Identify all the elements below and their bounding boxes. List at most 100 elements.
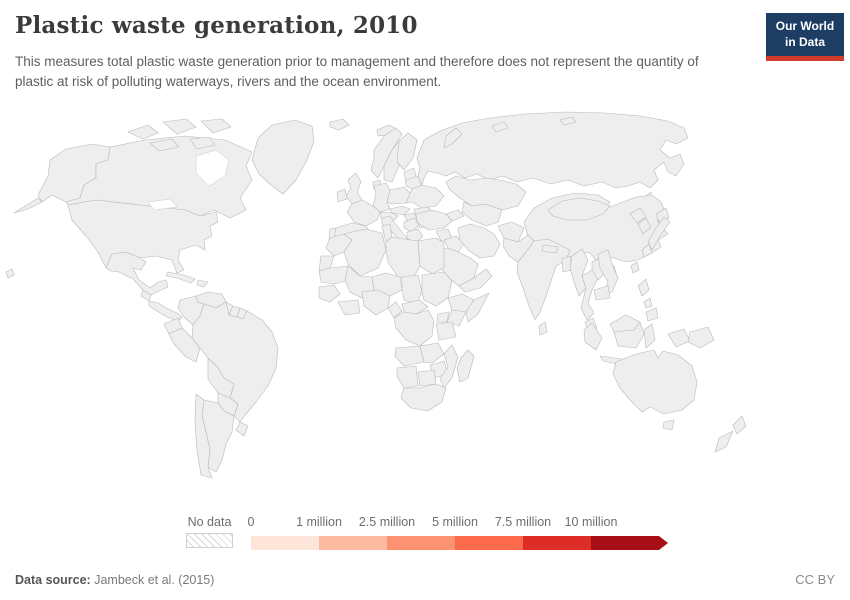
country-uruguay[interactable] (235, 421, 249, 437)
legend-tick: 1 million (296, 515, 342, 529)
country-france[interactable] (346, 199, 381, 227)
legend-tick-labels: 0 1 million 2.5 million 5 million 7.5 millio… (247, 515, 681, 532)
country-senegal-region[interactable] (318, 284, 341, 303)
country-russia-severnaya[interactable] (491, 121, 509, 133)
country-japan-kyushu[interactable] (641, 243, 653, 258)
country-uk[interactable] (345, 172, 363, 205)
owid-logo-line2: in Data (784, 34, 825, 49)
country-nigeria[interactable] (361, 289, 391, 316)
country-russia-novaya-zemlya[interactable] (443, 127, 463, 149)
country-yemen-oman[interactable] (458, 268, 493, 293)
country-ireland[interactable] (336, 188, 348, 203)
legend-swatches[interactable] (251, 536, 681, 550)
country-chad[interactable] (401, 274, 423, 305)
country-australia-tasmania[interactable] (662, 419, 675, 431)
country-russia-new-siberian[interactable] (559, 116, 577, 126)
country-usa-aleutians[interactable] (13, 197, 43, 214)
country-afghanistan[interactable] (497, 221, 525, 243)
legend-color-scale: 0 1 million 2.5 million 5 million 7.5 millio… (247, 515, 681, 551)
world-map (0, 110, 850, 505)
hudson-bay (195, 149, 230, 187)
country-usa-hawaii[interactable] (5, 268, 15, 279)
country-finland[interactable] (396, 132, 418, 171)
legend-tick: 0 (247, 515, 255, 529)
country-sudan[interactable] (421, 271, 453, 307)
legend-no-data[interactable]: No data (186, 515, 233, 548)
country-cameroon[interactable] (387, 301, 403, 319)
country-north-korea[interactable] (629, 207, 647, 224)
country-botswana[interactable] (417, 369, 437, 387)
country-tanzania[interactable] (435, 321, 457, 341)
legend-arrow-cap (659, 536, 668, 550)
country-algeria[interactable] (343, 228, 387, 277)
country-hispaniola[interactable] (196, 279, 209, 288)
country-taiwan[interactable] (630, 261, 640, 274)
country-peru[interactable] (168, 327, 201, 363)
country-vietnam[interactable] (597, 249, 619, 299)
country-uganda[interactable] (436, 311, 450, 323)
country-philippines[interactable] (637, 278, 659, 322)
data-source-link[interactable]: Jambeck et al. (2015) (94, 573, 215, 587)
legend-tick: 7.5 million (494, 515, 552, 529)
owid-logo[interactable]: Our World in Data (766, 13, 844, 62)
page-title: Plastic waste generation, 2010 (15, 12, 418, 39)
country-madagascar[interactable] (456, 349, 475, 383)
legend-tick: 2.5 million (358, 515, 416, 529)
legend-bin-3[interactable] (455, 536, 523, 550)
country-cuba[interactable] (165, 271, 196, 284)
country-myanmar[interactable] (569, 248, 589, 297)
legend-no-data-label: No data (187, 515, 232, 529)
country-cambodia[interactable] (593, 285, 611, 301)
country-namibia[interactable] (396, 365, 419, 389)
legend-tick: 10 million (564, 515, 618, 529)
legend-no-data-swatch[interactable] (186, 533, 233, 548)
country-mozambique[interactable] (439, 344, 459, 389)
country-zambia[interactable] (419, 342, 445, 364)
data-source-prefix: Data source: (15, 573, 91, 587)
country-somalia[interactable] (465, 292, 490, 323)
legend-bin-5[interactable] (591, 536, 659, 550)
country-car[interactable] (401, 299, 429, 315)
legend-bin-4[interactable] (523, 536, 591, 550)
country-central-america[interactable] (148, 300, 183, 322)
country-south-africa[interactable] (400, 383, 447, 412)
country-turkey[interactable] (415, 209, 453, 231)
country-iran[interactable] (457, 223, 501, 259)
country-germany[interactable] (372, 182, 391, 213)
country-chile[interactable] (194, 393, 213, 479)
country-russia[interactable] (416, 111, 689, 189)
country-ghana-ivory[interactable] (337, 299, 361, 316)
country-new-zealand-north[interactable] (732, 415, 747, 435)
country-egypt[interactable] (417, 237, 445, 275)
legend-bin-2[interactable] (387, 536, 455, 550)
country-japan-honshu[interactable] (647, 216, 671, 251)
country-angola[interactable] (394, 345, 425, 367)
country-india[interactable] (516, 238, 571, 321)
legend-bin-1[interactable] (319, 536, 387, 550)
country-greenland[interactable] (251, 119, 315, 195)
country-iceland[interactable] (329, 118, 350, 131)
great-lakes (147, 198, 178, 211)
country-iraq[interactable] (443, 235, 465, 253)
country-czech-slovakia[interactable] (389, 205, 411, 216)
legend-bin-0[interactable] (251, 536, 319, 550)
country-canada-arctic[interactable] (127, 118, 232, 152)
country-new-zealand-south[interactable] (714, 430, 734, 453)
country-sri-lanka[interactable] (538, 321, 548, 336)
country-papua-new-guinea[interactable] (687, 326, 715, 349)
country-ukraine[interactable] (405, 184, 445, 209)
country-australia[interactable] (612, 349, 698, 415)
country-nepal[interactable] (541, 244, 559, 254)
country-south-korea[interactable] (637, 217, 652, 235)
country-mexico[interactable] (105, 251, 169, 296)
country-libya[interactable] (385, 236, 421, 281)
country-bolivia[interactable] (207, 357, 235, 399)
country-kazakhstan[interactable] (445, 175, 527, 211)
country-dr-congo[interactable] (393, 309, 435, 347)
license-badge[interactable]: CC BY (795, 572, 835, 587)
country-mongolia[interactable] (547, 197, 611, 221)
country-serbia[interactable] (403, 217, 421, 233)
country-central-asia[interactable] (461, 201, 503, 227)
chart-subtitle: This measures total plastic waste genera… (15, 54, 699, 90)
